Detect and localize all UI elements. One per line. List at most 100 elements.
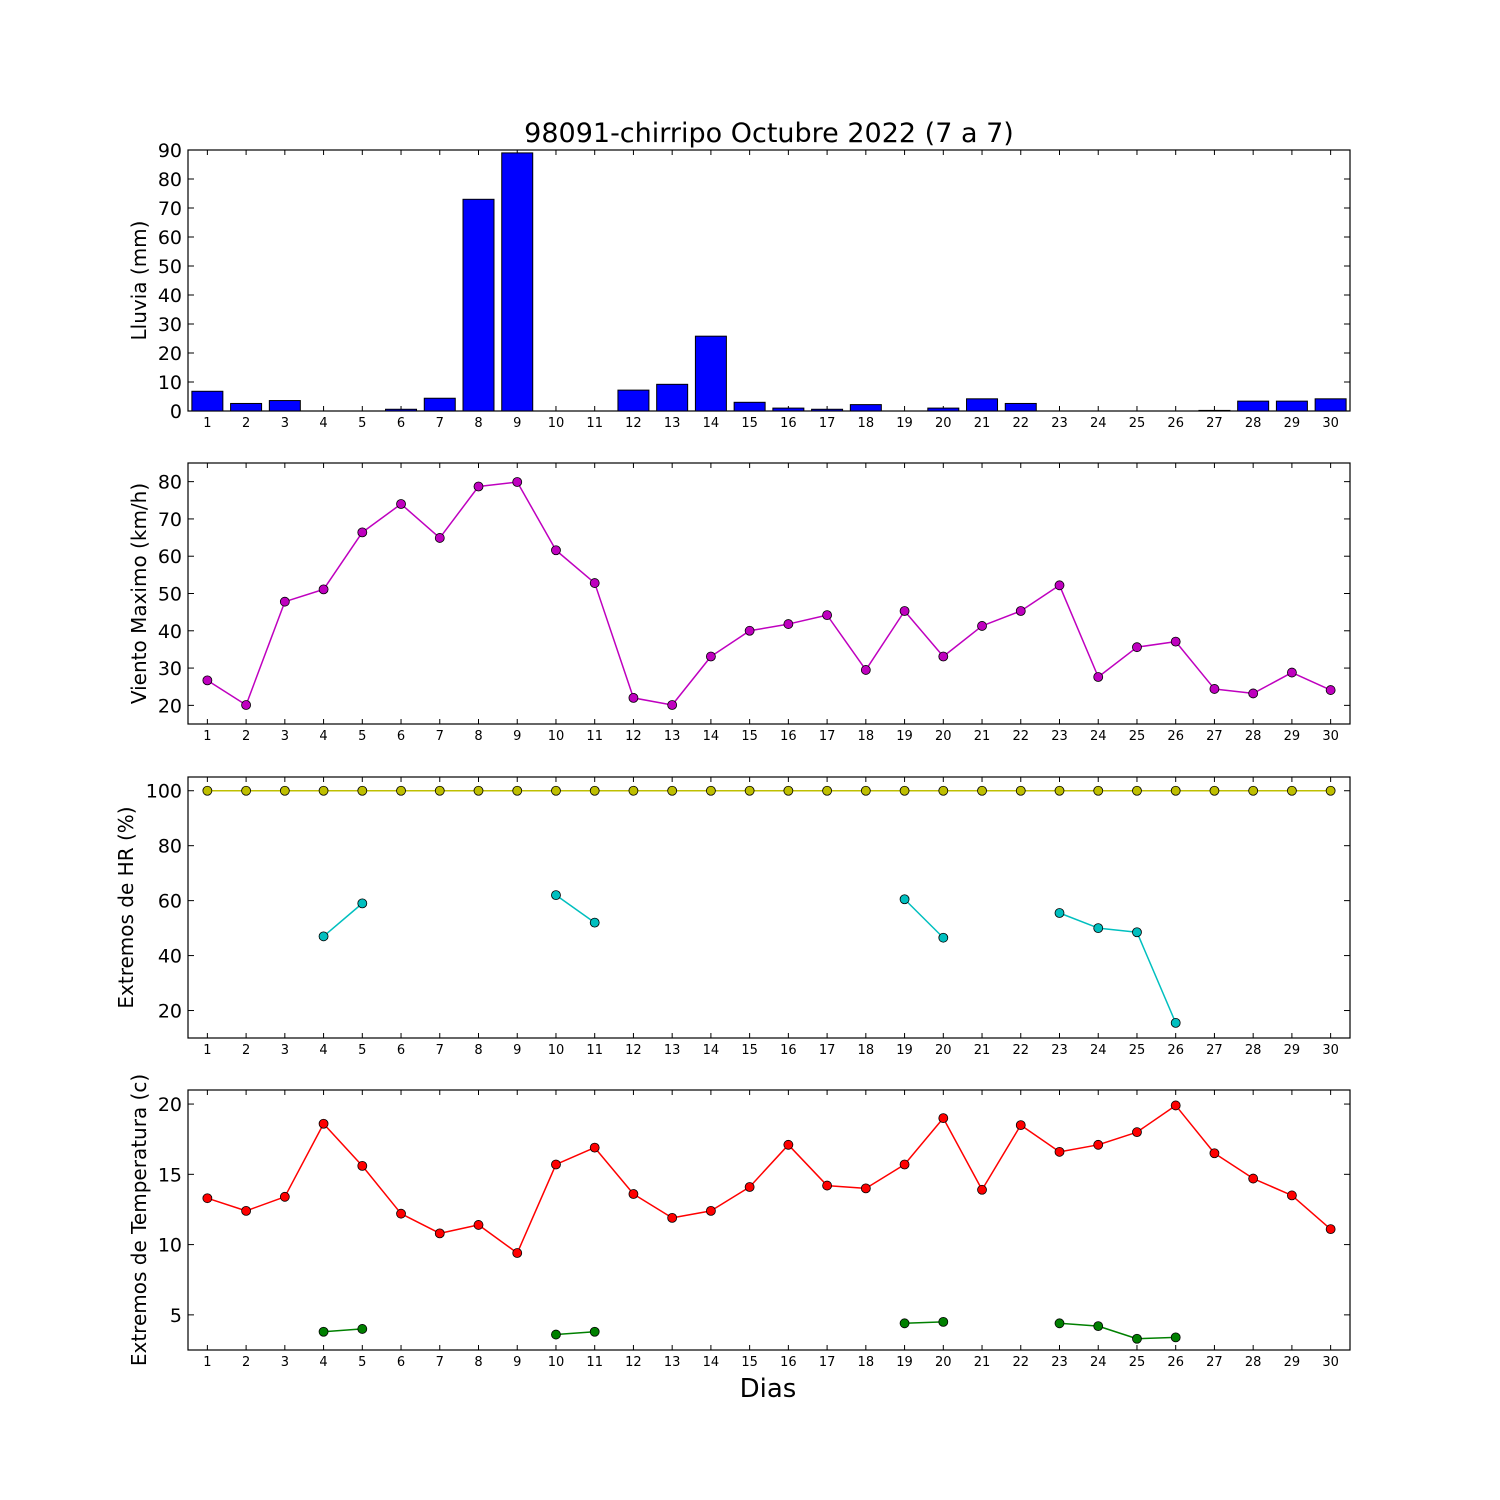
hr-max-point-day-9 (512, 785, 523, 796)
x-tick-label: 16 (780, 416, 797, 431)
temp-max-segment (207, 1197, 247, 1212)
wind-max-segment (1291, 671, 1331, 691)
x-tick-label: 24 (1090, 729, 1107, 744)
x-tick-label: 18 (858, 729, 875, 744)
temp-max-segment (633, 1193, 673, 1219)
x-tick-label: 3 (281, 416, 289, 431)
x-tick-label: 23 (1051, 1355, 1068, 1370)
x-tick-label: 2 (242, 1043, 250, 1058)
x-tick-label: 9 (513, 1043, 521, 1058)
y-tick-label: 70 (158, 509, 182, 531)
x-tick-label: 19 (896, 1355, 913, 1370)
x-tick-label: 8 (474, 1043, 482, 1058)
wind-max-point-day-5 (357, 527, 368, 538)
x-tick-label: 24 (1090, 1043, 1107, 1058)
temp-max-point-day-20 (938, 1113, 949, 1124)
hr-max-point-day-25 (1132, 785, 1142, 796)
x-tick-label: 12 (625, 1043, 642, 1058)
y-tick-label: 80 (158, 169, 182, 191)
x-tick-label: 22 (1012, 1043, 1029, 1058)
temp-max-point-day-17 (822, 1180, 832, 1191)
hr-max-point-day-16 (783, 785, 794, 796)
temp-max-segment (1214, 1152, 1254, 1180)
x-tick-label: 6 (397, 1355, 405, 1370)
x-tick-label: 17 (819, 1043, 836, 1058)
x-tick-label: 9 (513, 416, 521, 431)
x-tick-label: 1 (203, 1043, 211, 1058)
hr-min-point-day-5 (357, 898, 368, 909)
hr-max-point-day-21 (977, 785, 987, 796)
rain-bar-day-30 (1314, 398, 1347, 412)
wind-max-segment (555, 549, 596, 584)
rain-bar-day-20 (927, 407, 960, 412)
x-tick-label: 24 (1090, 416, 1107, 431)
wind-max-segment (1020, 584, 1060, 612)
temp-min-segment (904, 1321, 944, 1325)
temp-max-point-day-19 (899, 1159, 910, 1170)
hr-max-point-day-28 (1248, 785, 1259, 796)
x-tick-label: 20 (935, 729, 952, 744)
wind-max-point-day-28 (1248, 688, 1259, 699)
x-tick-label: 26 (1167, 1043, 1184, 1058)
y-tick-label: 20 (158, 1001, 182, 1023)
x-tick-label: 29 (1284, 729, 1301, 744)
wind-max-segment (284, 588, 324, 603)
wind-max-segment (981, 610, 1022, 627)
rain-bar-day-3 (268, 400, 301, 412)
temp-min-point-day-10 (551, 1329, 561, 1340)
y-tick-label: 50 (158, 256, 182, 278)
temp-min-point-day-19 (899, 1318, 910, 1329)
x-tick-label: 1 (203, 729, 211, 744)
temp-min-segment (555, 1330, 595, 1336)
x-tick-label: 21 (974, 416, 991, 431)
temp-max-point-day-28 (1248, 1173, 1259, 1184)
wind-max-segment (903, 610, 944, 657)
wind-max-point-day-1 (202, 675, 213, 686)
temp-max-segment (323, 1123, 363, 1167)
x-tick-label: 4 (319, 729, 327, 744)
x-tick-label: 25 (1129, 416, 1146, 431)
x-tick-label: 27 (1206, 1355, 1223, 1370)
temp-max-point-day-9 (512, 1248, 523, 1258)
wind-max-point-day-22 (1015, 606, 1026, 616)
x-tick-label: 10 (548, 416, 565, 431)
x-tick-label: 12 (625, 1355, 642, 1370)
rain-bar-day-17 (811, 408, 844, 412)
x-tick-label: 22 (1012, 1355, 1029, 1370)
rain-bar-day-15 (733, 401, 766, 412)
temp-min-point-day-20 (938, 1316, 949, 1327)
temp-min-segment (1136, 1336, 1176, 1340)
y-tick-label: 50 (158, 584, 182, 606)
temp-max-point-day-15 (744, 1182, 755, 1192)
hr-min-point-day-20 (938, 932, 949, 943)
temp-max-point-day-14 (706, 1205, 716, 1216)
y-tick-label: 10 (158, 372, 182, 394)
wind-max-point-day-19 (899, 606, 910, 616)
temp-max-point-day-22 (1015, 1120, 1026, 1131)
x-tick-label: 15 (741, 416, 758, 431)
temp-max-segment (749, 1144, 789, 1188)
wind-max-point-day-13 (667, 700, 678, 710)
wind-max-point-day-26 (1170, 636, 1181, 647)
wind-max-segment (593, 582, 635, 699)
hr-min-segment (1098, 927, 1138, 933)
y-axis-label: Extremos de HR (%) (114, 806, 138, 1008)
wind-max-point-day-2 (241, 700, 252, 710)
x-tick-label: 14 (703, 1355, 720, 1370)
wind-max-segment (671, 656, 712, 706)
rain-bar-day-12 (617, 389, 650, 412)
rain-bar-day-1 (191, 390, 224, 412)
temp-max-segment (672, 1210, 712, 1219)
x-tick-label: 17 (819, 1355, 836, 1370)
hr-max-point-day-30 (1325, 785, 1336, 796)
x-tick-label: 29 (1284, 1355, 1301, 1370)
x-tick-label: 9 (513, 729, 521, 744)
temp-max-segment (787, 1144, 828, 1187)
temp-max-point-day-21 (977, 1184, 987, 1195)
x-tick-label: 5 (358, 416, 366, 431)
hr-max-point-day-5 (357, 785, 368, 796)
wind-max-point-day-21 (977, 621, 987, 631)
temp-min-point-day-11 (589, 1326, 600, 1337)
x-tick-label: 5 (358, 1043, 366, 1058)
x-tick-label: 3 (281, 729, 289, 744)
